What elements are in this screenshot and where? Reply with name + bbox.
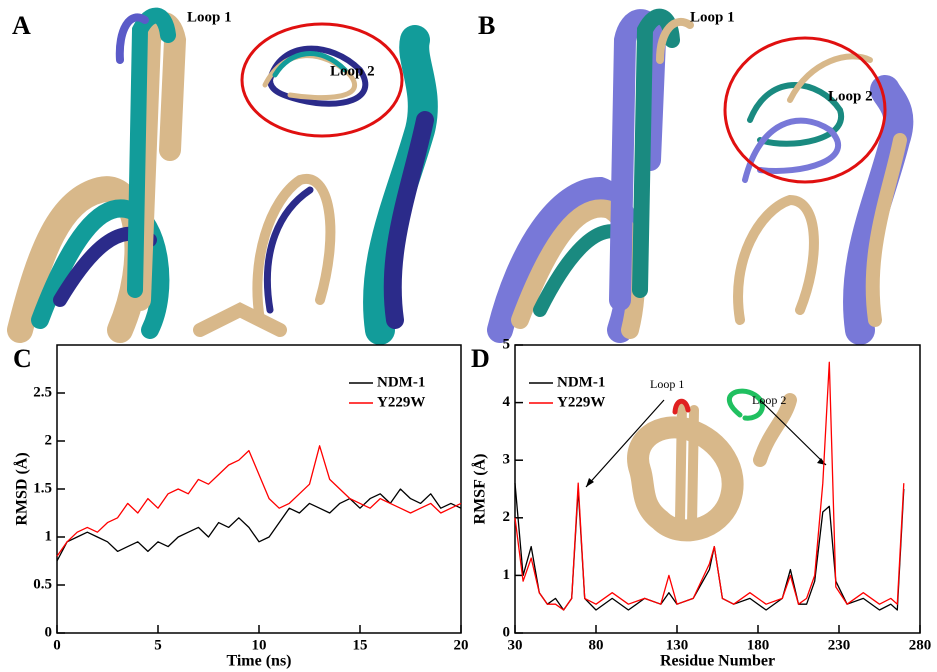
panel-b-structure: B Loop 1 Loop 2 <box>478 8 914 345</box>
y-tick-label: 2.5 <box>33 384 52 400</box>
panel-label: C <box>13 344 32 373</box>
annotation: Loop 1 <box>690 9 735 25</box>
data-line <box>56 445 462 557</box>
panel-label: A <box>12 11 31 40</box>
x-axis-title: Time (ns) <box>226 653 291 670</box>
panel-label: D <box>471 344 490 373</box>
x-axis-title: Residue Number <box>660 653 775 670</box>
x-tick-label: 10 <box>252 637 267 653</box>
data-line <box>56 488 462 562</box>
annotation: Loop 2 <box>828 88 873 104</box>
y-tick-label: 4 <box>503 394 511 410</box>
x-tick-label: 0 <box>53 637 61 653</box>
legend-label: NDM-1 <box>557 374 605 390</box>
y-tick-label: 0 <box>503 624 511 640</box>
x-tick-label: 230 <box>828 637 851 653</box>
y-tick-label: 1 <box>503 567 511 583</box>
legend-label: Y229W <box>377 394 425 410</box>
x-tick-label: 5 <box>154 637 162 653</box>
y-axis-title: RMSD (Å) <box>13 452 31 525</box>
x-tick-label: 30 <box>508 637 523 653</box>
x-tick-label: 130 <box>666 637 689 653</box>
y-tick-label: 2 <box>503 509 511 525</box>
data-line <box>514 483 905 611</box>
y-tick-label: 1 <box>45 528 53 544</box>
data-line <box>514 361 905 611</box>
annotation: Loop 2 <box>330 63 375 79</box>
y-tick-label: 0 <box>45 624 53 640</box>
x-tick-label: 15 <box>353 637 368 653</box>
x-tick-label: 20 <box>454 637 469 653</box>
y-tick-label: 1.5 <box>33 480 52 496</box>
annotation: Loop 2 <box>752 393 786 407</box>
panel-a-structure: A Loop 1 Loop 2 <box>0 0 462 345</box>
y-tick-label: 3 <box>503 452 511 468</box>
y-tick-label: 5 <box>503 336 511 352</box>
inset-structure: Loop 1 Loop 2 <box>585 377 827 542</box>
x-tick-label: 280 <box>909 637 932 653</box>
x-tick-label: 80 <box>589 637 604 653</box>
y-axis-title: RMSF (Å) <box>471 454 489 525</box>
panel-label: B <box>478 11 495 40</box>
legend-label: NDM-1 <box>377 374 425 390</box>
y-tick-label: 0.5 <box>33 576 52 592</box>
y-tick-label: 2 <box>45 432 53 448</box>
annotation: Loop 1 <box>650 377 684 391</box>
annotation: Loop 1 <box>187 9 232 25</box>
x-tick-label: 180 <box>747 637 770 653</box>
legend-label: Y229W <box>557 394 605 410</box>
